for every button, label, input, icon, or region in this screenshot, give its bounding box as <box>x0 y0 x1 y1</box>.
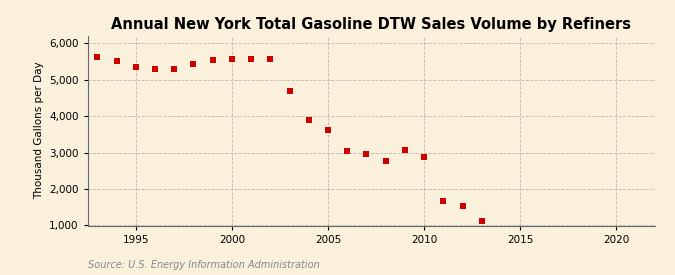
Y-axis label: Thousand Gallons per Day: Thousand Gallons per Day <box>34 62 44 199</box>
Title: Annual New York Total Gasoline DTW Sales Volume by Refiners: Annual New York Total Gasoline DTW Sales… <box>111 17 631 32</box>
Text: Source: U.S. Energy Information Administration: Source: U.S. Energy Information Administ… <box>88 260 319 270</box>
